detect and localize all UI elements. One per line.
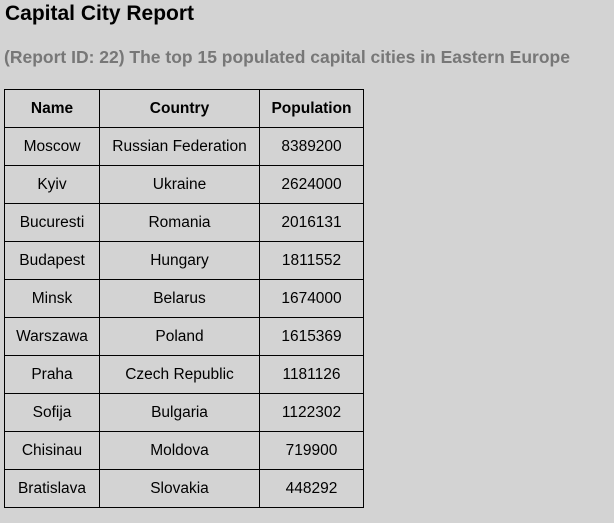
cell-population: 2624000	[259, 165, 364, 204]
cell-name: Bratislava	[4, 469, 100, 508]
cell-name: Kyiv	[4, 165, 100, 204]
cell-population: 1615369	[259, 317, 364, 356]
cell-population: 719900	[259, 431, 364, 470]
table-row: Praha Czech Republic 1181126	[4, 355, 364, 394]
cell-name: Bucuresti	[4, 203, 100, 242]
cell-population: 2016131	[259, 203, 364, 242]
cell-country: Romania	[99, 203, 260, 242]
cell-population: 8389200	[259, 127, 364, 166]
cell-country: Ukraine	[99, 165, 260, 204]
table-row: Chisinau Moldova 719900	[4, 431, 364, 470]
table-row: Bratislava Slovakia 448292	[4, 469, 364, 508]
table-row: Kyiv Ukraine 2624000	[4, 165, 364, 204]
cell-name: Moscow	[4, 127, 100, 166]
table-row: Minsk Belarus 1674000	[4, 279, 364, 318]
column-header-country: Country	[99, 89, 260, 128]
table-row: Warszawa Poland 1615369	[4, 317, 364, 356]
cell-country: Bulgaria	[99, 393, 260, 432]
cell-name: Sofija	[4, 393, 100, 432]
cell-country: Russian Federation	[99, 127, 260, 166]
cell-name: Chisinau	[4, 431, 100, 470]
cell-country: Hungary	[99, 241, 260, 280]
cell-population: 1181126	[259, 355, 364, 394]
cell-name: Budapest	[4, 241, 100, 280]
table-header-row: Name Country Population	[4, 89, 364, 128]
cell-country: Slovakia	[99, 469, 260, 508]
page-title: Capital City Report	[5, 2, 195, 25]
cell-name: Warszawa	[4, 317, 100, 356]
cell-name: Minsk	[4, 279, 100, 318]
report-subtitle: (Report ID: 22) The top 15 populated cap…	[4, 47, 570, 67]
table-row: Moscow Russian Federation 8389200	[4, 127, 364, 166]
table-row: Sofija Bulgaria 1122302	[4, 393, 364, 432]
cell-country: Moldova	[99, 431, 260, 470]
cell-population: 1674000	[259, 279, 364, 318]
table-row: Budapest Hungary 1811552	[4, 241, 364, 280]
cell-population: 1122302	[259, 393, 364, 432]
cell-country: Belarus	[99, 279, 260, 318]
cell-population: 448292	[259, 469, 364, 508]
capital-city-table: Name Country Population Moscow Russian F…	[4, 89, 364, 508]
column-header-population: Population	[259, 89, 364, 128]
cell-country: Poland	[99, 317, 260, 356]
table-row: Bucuresti Romania 2016131	[4, 203, 364, 242]
cell-population: 1811552	[259, 241, 364, 280]
column-header-name: Name	[4, 89, 100, 128]
cell-name: Praha	[4, 355, 100, 394]
cell-country: Czech Republic	[99, 355, 260, 394]
